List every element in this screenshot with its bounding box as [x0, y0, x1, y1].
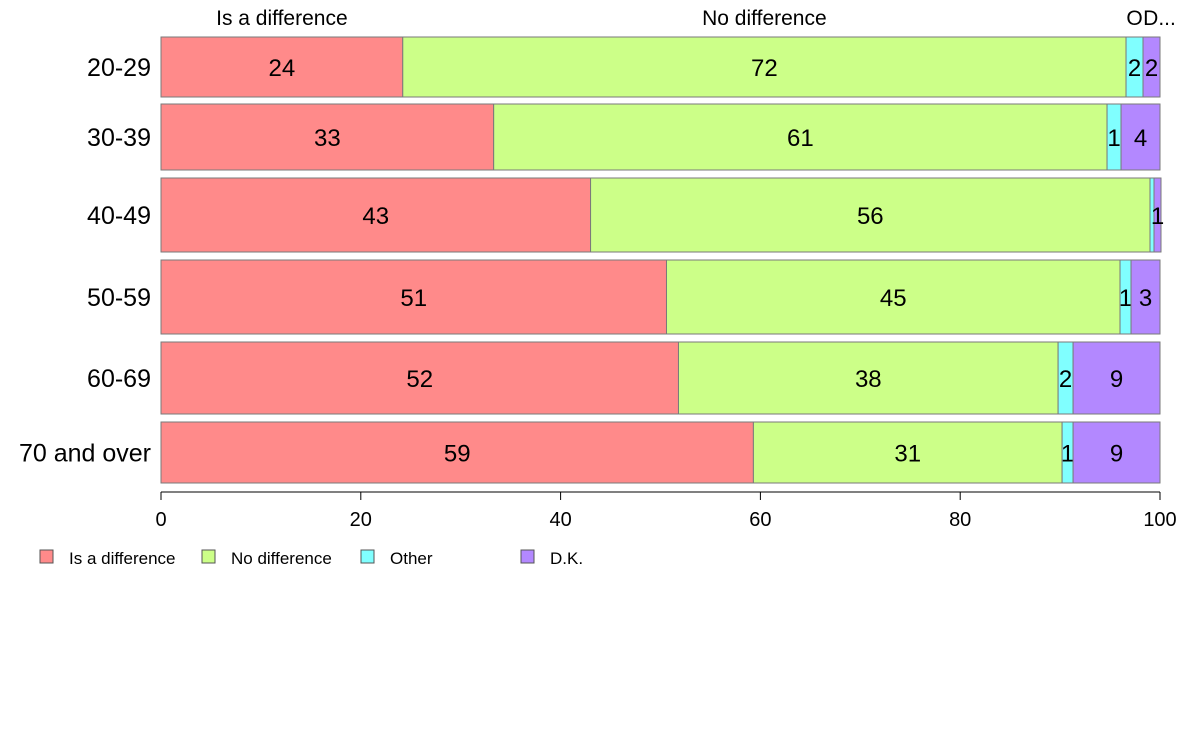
x-tick-label: 0: [155, 509, 166, 531]
data-label: 31: [894, 441, 921, 468]
data-label: 1: [1107, 125, 1120, 152]
data-label: 56: [857, 203, 884, 230]
bar-segment: [590, 177, 1151, 253]
x-tick-label: 100: [1143, 509, 1176, 531]
bar-segment: [1142, 36, 1161, 98]
bar-segment: [1072, 341, 1161, 415]
bars: 20-29 24 72 2 230-39 33 61 1 440-49 43 56 150-59 51 4…: [19, 36, 1164, 484]
data-label: 45: [880, 285, 907, 312]
data-label: 9: [1110, 441, 1123, 468]
x-tick-label: 40: [549, 509, 571, 531]
legend-label: Is a difference: [69, 549, 175, 568]
data-label: 1: [1061, 441, 1074, 468]
legend-swatch: [360, 549, 375, 564]
bar-segment: [1072, 421, 1161, 484]
bar-segment: [160, 103, 495, 171]
column-header: D...: [1143, 7, 1176, 30]
legend-swatch: [201, 549, 216, 564]
data-label: 51: [400, 285, 427, 312]
x-tick-label: 20: [350, 509, 372, 531]
x-tick-label: 80: [949, 509, 971, 531]
bar-segment: [1153, 177, 1162, 253]
bar-segment: [160, 177, 592, 253]
bar-segment: [752, 421, 1063, 484]
bar-segment: [402, 36, 1127, 98]
data-label: 2: [1059, 366, 1072, 393]
category-label: 20-29: [87, 54, 151, 82]
category-label: 30-39: [87, 124, 151, 152]
category-label: 60-69: [87, 365, 151, 393]
legend-swatch: [39, 549, 54, 564]
data-label: 43: [362, 203, 389, 230]
bar-segment: [493, 103, 1108, 171]
bar-segment: [1130, 259, 1161, 335]
legend-label: D.K.: [550, 549, 583, 568]
category-label: 40-49: [87, 202, 151, 230]
bar-segment: [677, 341, 1059, 415]
data-label: 52: [406, 366, 433, 393]
data-label: 72: [751, 55, 778, 82]
legend-label: No difference: [231, 549, 332, 568]
bar-segment: [160, 259, 667, 335]
data-label: 38: [855, 366, 882, 393]
data-label: 59: [444, 441, 471, 468]
column-header: Is a difference: [216, 7, 348, 30]
column-header: O: [1126, 7, 1142, 30]
data-label: 24: [269, 55, 296, 82]
column-header: No difference: [702, 7, 827, 30]
legend: Is a difference No difference Other D.K.: [39, 549, 583, 568]
bar-segment: [160, 36, 404, 98]
data-label: 33: [314, 125, 341, 152]
x-tick-label: 60: [749, 509, 771, 531]
data-label: 1: [1119, 285, 1132, 312]
data-label: 2: [1128, 55, 1141, 82]
category-label: 70 and over: [19, 440, 151, 468]
data-label: 9: [1110, 366, 1123, 393]
bar-segment: [160, 341, 679, 415]
legend-swatch: [520, 549, 535, 564]
legend-label: Other: [390, 549, 433, 568]
data-label: 1: [1151, 203, 1164, 230]
category-label: 50-59: [87, 284, 151, 312]
x-axis: 0 20 40 60 80 100: [155, 491, 1177, 531]
column-headers: Is a difference No difference O D...: [216, 7, 1176, 30]
bar-segment: [1120, 103, 1161, 171]
data-label: 3: [1139, 285, 1152, 312]
data-label: 4: [1134, 125, 1147, 152]
data-label: 2: [1145, 55, 1158, 82]
data-label: 61: [787, 125, 814, 152]
